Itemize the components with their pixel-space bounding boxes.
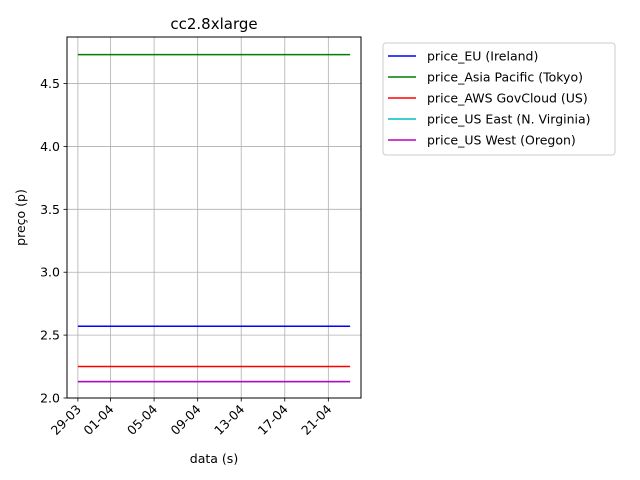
- legend-box: [382, 42, 616, 156]
- y-axis-ticks: 2.0 2.5 3.0 3.5 4.0 4.5: [40, 76, 67, 406]
- y-tick-label: 4.0: [40, 139, 60, 154]
- legend-label: price_Asia Pacific (Tokyo): [427, 70, 583, 85]
- chart-title: cc2.8xlarge: [170, 15, 257, 33]
- plot-frame: [66, 36, 362, 399]
- y-axis-label: preço (p): [13, 189, 28, 246]
- y-tick-label: 2.0: [40, 391, 60, 406]
- legend-label: price_EU (Ireland): [427, 49, 538, 64]
- series-lines: [77, 53, 351, 383]
- y-tick-label: 3.5: [40, 202, 60, 217]
- legend-label: price_US East (N. Virginia): [427, 112, 591, 127]
- legend-label: price_AWS GovCloud (US): [427, 91, 588, 106]
- y-tick-label: 3.0: [40, 265, 60, 280]
- y-tick-label: 2.5: [40, 328, 60, 343]
- legend: price_EU (Ireland) price_Asia Pacific (To…: [382, 42, 616, 156]
- x-axis-label: data (s): [190, 451, 238, 466]
- y-tick-label: 4.5: [40, 76, 60, 91]
- legend-label: price_US West (Oregon): [427, 133, 576, 148]
